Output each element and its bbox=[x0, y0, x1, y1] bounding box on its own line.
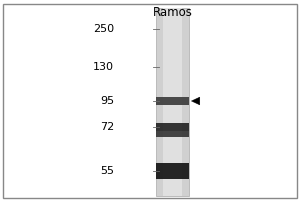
Bar bbox=[156, 97, 189, 105]
Text: 130: 130 bbox=[93, 62, 114, 72]
Text: 72: 72 bbox=[100, 122, 114, 132]
Bar bbox=[156, 163, 189, 179]
Bar bbox=[156, 123, 189, 131]
Bar bbox=[164, 8, 181, 196]
Bar bbox=[156, 131, 189, 137]
Polygon shape bbox=[191, 97, 200, 105]
Bar bbox=[156, 8, 189, 196]
Text: 250: 250 bbox=[93, 24, 114, 34]
Text: Ramos: Ramos bbox=[153, 6, 192, 19]
Text: 95: 95 bbox=[100, 96, 114, 106]
Text: 55: 55 bbox=[100, 166, 114, 176]
